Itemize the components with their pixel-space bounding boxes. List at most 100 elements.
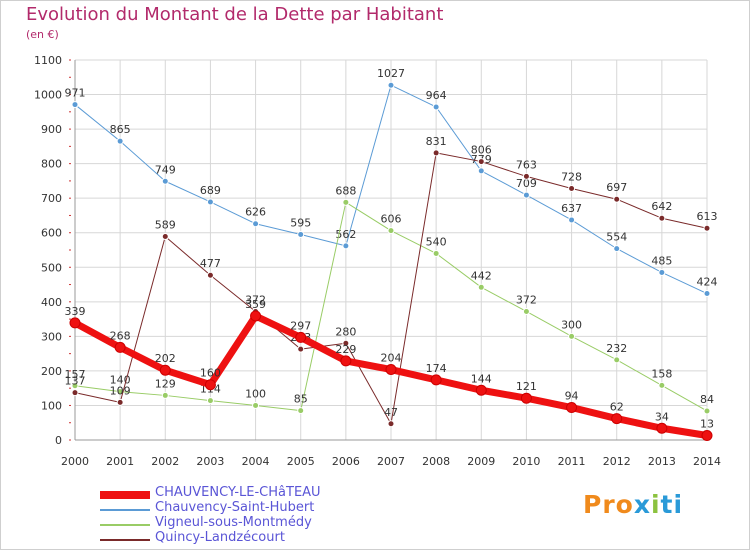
data-label: 688 (335, 184, 356, 197)
data-label: 589 (155, 219, 176, 232)
data-point (658, 268, 666, 276)
data-point (297, 345, 305, 353)
x-tick-label: 2001 (106, 455, 134, 468)
data-point (340, 355, 352, 367)
data-label: 129 (155, 377, 176, 390)
data-point (297, 407, 305, 415)
y-tick-label: 1100 (34, 54, 62, 67)
data-label: 442 (471, 269, 492, 282)
data-label: 372 (516, 293, 537, 306)
data-label: 485 (651, 254, 672, 267)
data-point (297, 230, 305, 238)
data-point (522, 172, 530, 180)
data-label: 13 (700, 418, 714, 431)
data-point (116, 137, 124, 145)
data-point (252, 220, 260, 228)
x-tick-label: 2014 (693, 455, 721, 468)
x-tick-label: 2013 (648, 455, 676, 468)
data-point (206, 397, 214, 405)
data-point (566, 402, 578, 414)
data-label: 160 (200, 367, 221, 380)
data-point (206, 198, 214, 206)
data-point (71, 101, 79, 109)
y-tick-label: 600 (41, 227, 62, 240)
data-label: 689 (200, 184, 221, 197)
data-point (613, 195, 621, 203)
data-label: 728 (561, 171, 582, 184)
data-label: 137 (65, 375, 86, 388)
data-point (432, 103, 440, 111)
data-label: 554 (606, 231, 627, 244)
data-label: 709 (516, 177, 537, 190)
data-point (613, 245, 621, 253)
data-label: 637 (561, 202, 582, 215)
data-point (703, 224, 711, 232)
y-tick-label: 300 (41, 330, 62, 343)
data-label: 94 (565, 390, 579, 403)
data-label: 613 (697, 210, 718, 223)
x-tick-label: 2006 (332, 455, 360, 468)
chart-title: Evolution du Montant de la Dette par Hab… (26, 4, 444, 25)
data-point (432, 249, 440, 257)
data-point (252, 401, 260, 409)
data-point (477, 158, 485, 166)
data-label: 697 (606, 181, 627, 194)
data-label: 300 (561, 318, 582, 331)
x-tick-label: 2010 (512, 455, 540, 468)
data-label: 47 (384, 406, 398, 419)
data-label: 339 (65, 305, 86, 318)
data-label: 642 (651, 200, 672, 213)
x-tick-label: 2000 (61, 455, 89, 468)
legend-swatch (100, 539, 150, 541)
data-point (475, 384, 487, 396)
data-label: 806 (471, 144, 492, 157)
data-label: 749 (155, 163, 176, 176)
data-point (342, 198, 350, 206)
data-label: 595 (290, 216, 311, 229)
data-point (161, 177, 169, 185)
data-label: 971 (65, 87, 86, 100)
legend-swatch (100, 524, 150, 526)
data-label: 964 (426, 89, 447, 102)
data-point (658, 214, 666, 222)
data-label: 359 (245, 298, 266, 311)
y-tick-label: 400 (41, 296, 62, 309)
data-label: 297 (290, 319, 311, 332)
y-tick-label: 800 (41, 158, 62, 171)
data-label: 865 (110, 123, 131, 136)
data-label: 424 (697, 276, 718, 289)
data-point (385, 364, 397, 376)
x-tick-label: 2004 (242, 455, 270, 468)
data-label: 202 (155, 352, 176, 365)
data-point (159, 364, 171, 376)
data-point (250, 310, 262, 322)
data-point (71, 382, 79, 390)
data-point (703, 290, 711, 298)
y-tick-label: 1000 (34, 89, 62, 102)
data-label: 62 (610, 401, 624, 414)
x-tick-label: 2012 (603, 455, 631, 468)
data-point (568, 185, 576, 193)
data-label: 831 (426, 135, 447, 148)
data-point (613, 356, 621, 364)
chart-unit-label: (en €) (26, 28, 59, 41)
data-point (656, 422, 668, 434)
data-label: 232 (606, 342, 627, 355)
y-tick-label: 900 (41, 123, 62, 136)
x-tick-label: 2002 (151, 455, 179, 468)
data-label: 85 (294, 393, 308, 406)
data-label: 158 (651, 367, 672, 380)
data-label: 157 (65, 368, 86, 381)
data-point (387, 420, 395, 428)
data-label: 763 (516, 158, 537, 171)
data-point (477, 167, 485, 175)
data-label: 121 (516, 380, 537, 393)
data-label: 268 (110, 329, 131, 342)
data-point (568, 332, 576, 340)
legend-swatch (100, 509, 150, 511)
data-point (161, 391, 169, 399)
data-point (703, 407, 711, 415)
y-tick-label: 0 (55, 434, 62, 447)
data-point (432, 149, 440, 157)
